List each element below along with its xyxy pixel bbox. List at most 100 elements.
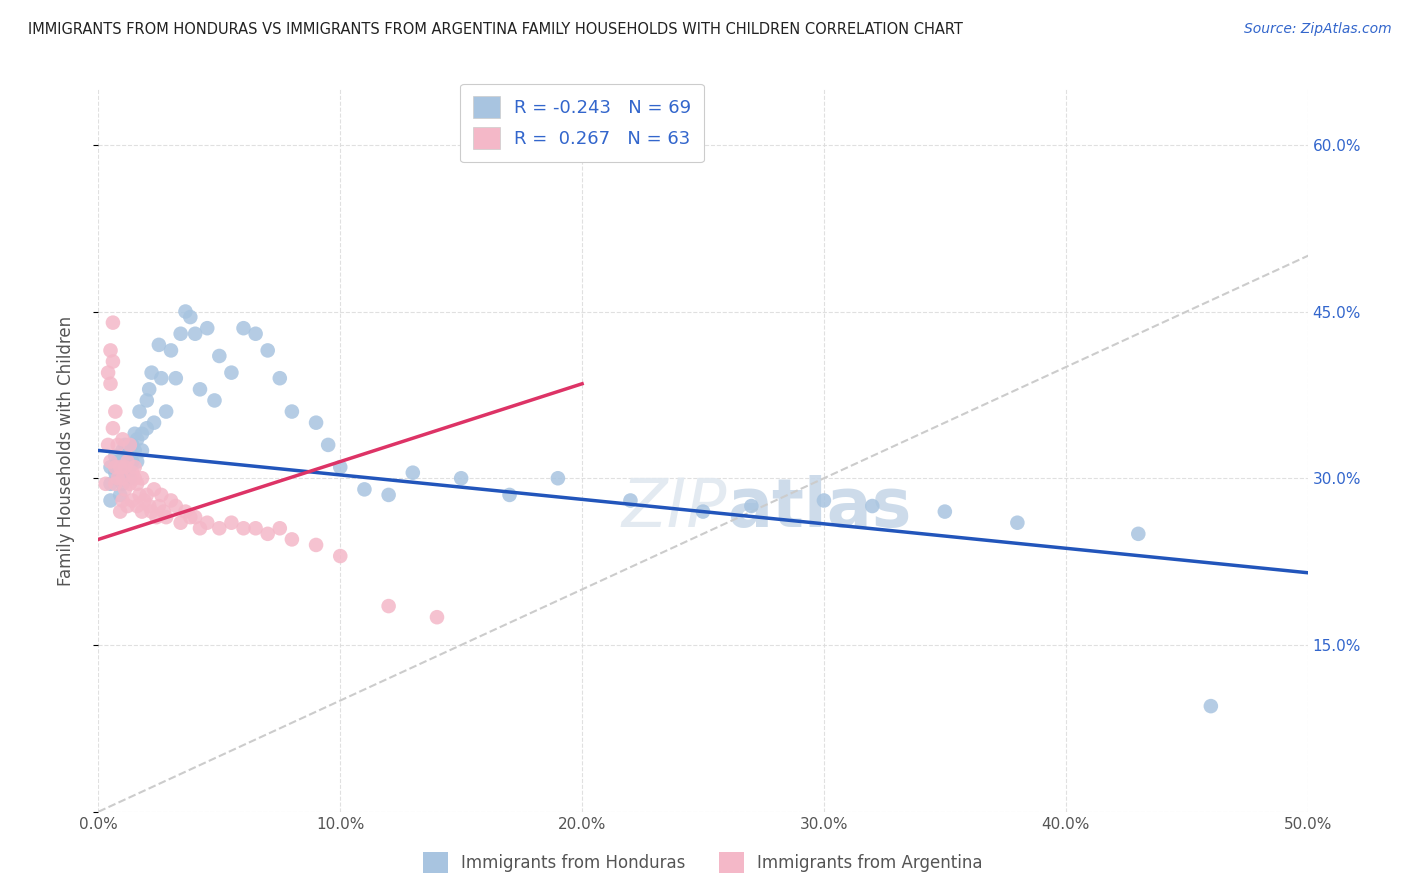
Point [100,493,122,508]
Point [104,476,127,491]
Point [160,343,183,358]
Point [135,393,157,408]
Point [117,449,139,463]
Point [138,499,160,513]
Point [256,343,278,358]
Point [114,454,136,468]
Point [188,521,211,535]
Point [245,521,267,535]
Point [101,354,124,368]
Point [245,326,267,341]
Legend: R = -0.243   N = 69, R =  0.267   N = 63: R = -0.243 N = 69, R = 0.267 N = 63 [460,84,704,162]
Point [111,443,134,458]
Point [148,499,170,513]
Point [169,516,191,530]
Point [127,433,149,447]
Point [165,371,187,385]
Point [377,488,399,502]
Point [128,404,150,418]
Point [150,371,173,385]
Point [232,321,254,335]
Point [131,443,153,458]
Point [860,499,883,513]
Point [97,366,120,380]
Point [1199,699,1222,714]
Point [221,516,243,530]
Point [101,421,124,435]
Point [402,466,425,480]
Point [94,476,117,491]
Point [208,521,231,535]
Point [305,538,328,552]
Point [184,326,207,341]
Point [141,505,163,519]
Point [124,443,146,458]
Point [131,505,153,519]
Point [208,349,231,363]
Point [143,416,166,430]
Point [127,476,149,491]
Point [108,488,131,502]
Point [121,466,143,480]
Point [101,316,124,330]
Point [269,521,291,535]
Point [329,549,352,563]
Point [114,483,136,497]
Point [118,460,141,475]
Point [498,488,520,502]
Point [117,466,139,480]
Point [104,449,127,463]
Point [184,510,207,524]
Point [108,460,131,475]
Point [353,483,375,497]
Point [121,493,143,508]
Point [111,493,134,508]
Point [117,499,139,513]
Point [108,505,131,519]
Point [121,454,143,468]
Point [111,471,134,485]
Point [111,433,134,447]
Point [127,499,149,513]
Point [692,505,714,519]
Point [143,483,166,497]
Point [281,404,304,418]
Point [316,438,339,452]
Point [148,338,170,352]
Point [160,493,183,508]
Point [179,510,201,524]
Point [813,493,835,508]
Point [188,382,211,396]
Text: atlas: atlas [727,475,911,541]
Point [1128,526,1150,541]
Point [155,510,177,524]
Point [169,326,191,341]
Point [1007,516,1029,530]
Point [118,476,141,491]
Text: IMMIGRANTS FROM HONDURAS VS IMMIGRANTS FROM ARGENTINA FAMILY HOUSEHOLDS WITH CHI: IMMIGRANTS FROM HONDURAS VS IMMIGRANTS F… [28,22,963,37]
Point [195,516,218,530]
Point [179,310,201,324]
Point [114,438,136,452]
Point [269,371,291,385]
Point [117,454,139,468]
Point [426,610,449,624]
Point [124,426,146,441]
Point [165,499,187,513]
Point [740,499,762,513]
Point [100,343,122,358]
Point [329,460,352,475]
Legend: Immigrants from Honduras, Immigrants from Argentina: Immigrants from Honduras, Immigrants fro… [416,846,990,880]
Point [100,476,122,491]
Point [174,505,197,519]
Point [305,416,328,430]
Point [619,493,641,508]
Point [128,488,150,502]
Y-axis label: Family Households with Children: Family Households with Children [56,316,75,585]
Point [377,599,399,613]
Point [107,471,129,485]
Point [111,460,134,475]
Point [118,438,141,452]
Point [174,304,197,318]
Point [152,505,174,519]
